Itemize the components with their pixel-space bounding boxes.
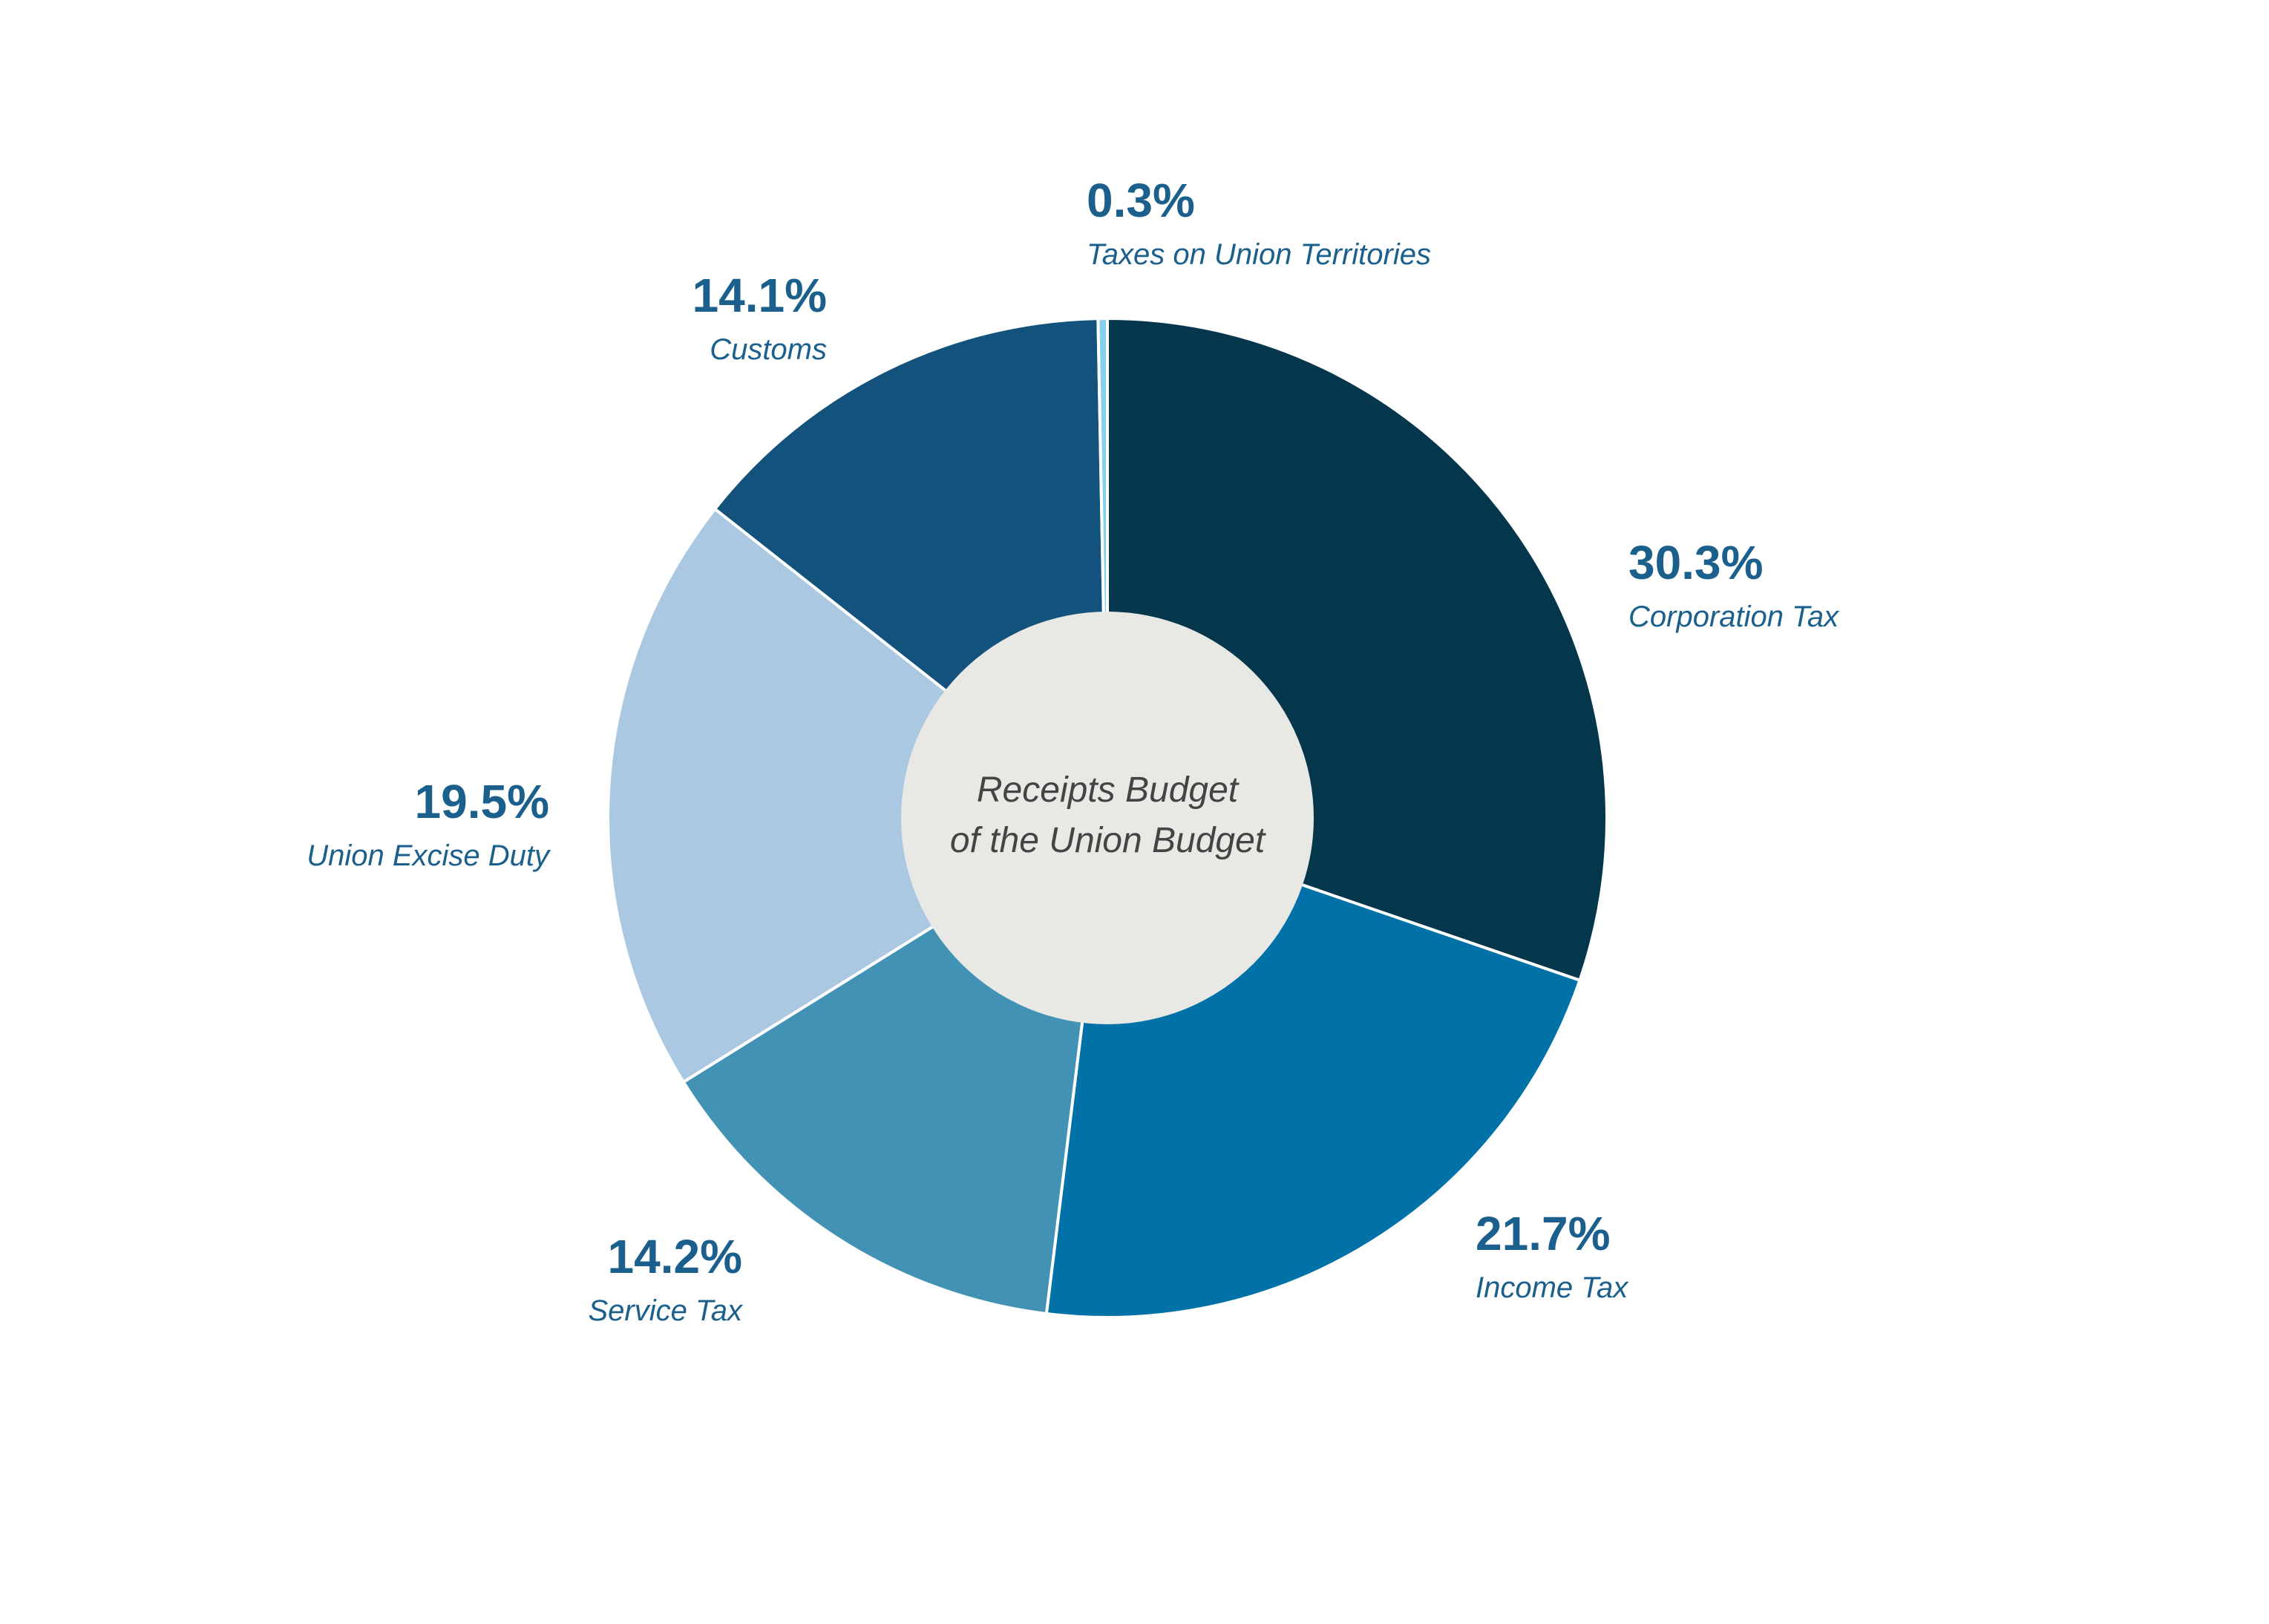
- value-label-taxes-on-union-territories: 0.3%: [1087, 174, 1195, 227]
- value-label-corporation-tax: 30.3%: [1628, 536, 1763, 589]
- center-label-line-1: Receipts Budget: [977, 770, 1240, 810]
- value-label-service-tax: 14.2%: [608, 1230, 742, 1283]
- value-label-income-tax: 21.7%: [1476, 1207, 1610, 1260]
- category-label-union-excise-duty: Union Excise Duty: [307, 839, 551, 872]
- category-label-corporation-tax: Corporation Tax: [1628, 600, 1840, 633]
- category-label-service-tax: Service Tax: [589, 1294, 744, 1327]
- center-circle: [901, 612, 1314, 1024]
- category-label-taxes-on-union-territories: Taxes on Union Territories: [1087, 238, 1431, 271]
- center-label: Receipts Budget of the Union Budget: [950, 770, 1266, 860]
- slice-labels: 30.3% Corporation Tax 21.7% Income Tax 14.2%…: [307, 174, 1840, 1327]
- value-label-union-excise-duty: 19.5%: [415, 775, 549, 828]
- category-label-customs: Customs: [710, 333, 827, 366]
- slice-union-excise-duty: [606, 506, 1110, 1084]
- center-label-line-2: of the Union Budget: [950, 821, 1266, 860]
- category-label-income-tax: Income Tax: [1476, 1271, 1629, 1304]
- value-label-customs: 14.1%: [693, 269, 827, 322]
